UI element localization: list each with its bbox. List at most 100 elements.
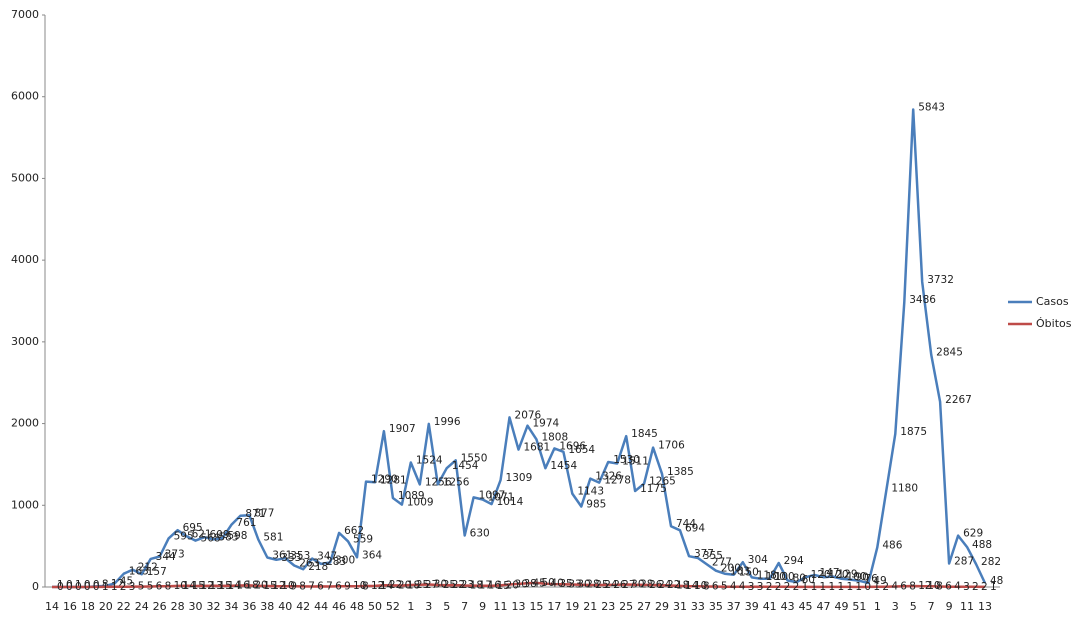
data-label: 581 [263,532,283,544]
x-tick-label: 11 [960,600,974,613]
data-label: 24 [658,579,672,591]
x-tick-label: 47 [817,600,831,613]
data-label: 300 [335,554,355,566]
data-label: 283 [326,556,346,568]
data-label: 1290 [371,474,398,486]
x-tick-label: 17 [547,600,561,613]
data-label: 212 [138,562,158,574]
data-label: 583 [218,531,238,543]
data-label: 3 [963,581,970,593]
data-label: 49 [873,575,886,587]
data-label: 595 [174,530,194,542]
data-label: 630 [470,528,490,540]
data-label: 1326 [595,471,622,483]
data-label: 1 [57,579,64,591]
data-label: 48 [990,575,1003,587]
x-tick-label: 41 [763,600,777,613]
y-tick-label: 0 [32,580,39,593]
data-label: 8 [362,580,369,592]
x-tick-label: 25 [619,600,633,613]
data-label: 1454 [550,460,577,472]
data-label: 12 [201,580,214,592]
data-label: 6 [900,581,907,593]
x-tick-label: 27 [637,600,651,613]
x-tick-label: 19 [565,600,579,613]
data-label: 6 [317,581,324,593]
data-label: 1 [102,581,109,593]
x-tick-label: 35 [709,600,723,613]
data-label: 200 [721,563,741,575]
x-tick-label: 13 [978,600,992,613]
data-label: 1309 [506,472,533,484]
data-label: 25 [443,579,456,591]
data-label: 129 [837,568,857,580]
x-tick-label: 48 [350,600,364,613]
data-label: 20 [506,579,519,591]
data-label: 488 [972,539,992,551]
x-tick-label: 45 [799,600,813,613]
data-label: 1907 [389,423,416,435]
data-label: 16 [236,580,250,592]
y-tick-label: 3000 [11,335,39,348]
data-label: 282 [981,556,1001,568]
data-label: 100 [775,571,795,583]
data-label: 8 [165,580,172,592]
data-label: 1089 [398,490,425,502]
data-label: 744 [676,518,696,530]
data-label: 2 [775,581,782,593]
data-label: 263 [299,558,319,570]
data-label: 287 [954,556,974,568]
y-tick-label: 2000 [11,417,39,430]
data-label: 1143 [577,486,604,498]
data-label: 4 [739,581,746,593]
data-label: 344 [156,551,176,563]
data-label: 147 [820,567,840,579]
x-tick-label: 21 [583,600,597,613]
data-label: 8 [909,580,916,592]
data-label: 1014 [497,496,524,508]
data-label: 14 [183,580,197,592]
x-tick-label: 18 [81,600,95,613]
x-tick-label: 42 [296,600,310,613]
data-label: 1265 [649,476,676,488]
x-tick-label: 32 [206,600,220,613]
data-label: 35 [559,578,572,590]
data-label: 1 [990,581,997,593]
x-tick-label: 1 [407,600,414,613]
data-label: 1 [820,581,827,593]
data-label: 1 [855,581,862,593]
data-label: 1524 [416,454,443,466]
data-label: 18 [470,580,483,592]
x-tick-label: 39 [745,600,759,613]
data-label: 4 [730,581,737,593]
data-label: 100 [846,571,866,583]
data-label: 1845 [631,428,658,440]
data-label: 1 [802,581,809,593]
data-label: 1 [111,581,118,593]
x-tick-label: 43 [781,600,795,613]
data-label: 2076 [515,409,542,421]
data-label: 277 [712,556,732,568]
data-label: 10 [353,580,366,592]
x-tick-label: 49 [834,600,848,613]
data-label: 2 [972,581,979,593]
data-label: 621 [192,528,212,540]
data-label: 1009 [407,497,434,509]
data-label: 22 [667,579,680,591]
data-label: 10 [694,580,707,592]
x-tick-label: 46 [332,600,346,613]
data-label: 30 [631,579,644,591]
data-label: 1071 [488,491,515,503]
data-label: 1180 [891,483,918,495]
x-tick-label: 7 [461,600,468,613]
x-tick-label: 30 [189,600,203,613]
data-label: 347 [317,551,337,563]
x-tick-label: 31 [673,600,687,613]
data-label: 1175 [640,483,667,495]
data-label: 1 [829,581,836,593]
x-tick-label: 5 [910,600,917,613]
data-label: 15 [263,580,276,592]
data-label: 1550 [461,452,488,464]
data-label: 9 [290,580,297,592]
